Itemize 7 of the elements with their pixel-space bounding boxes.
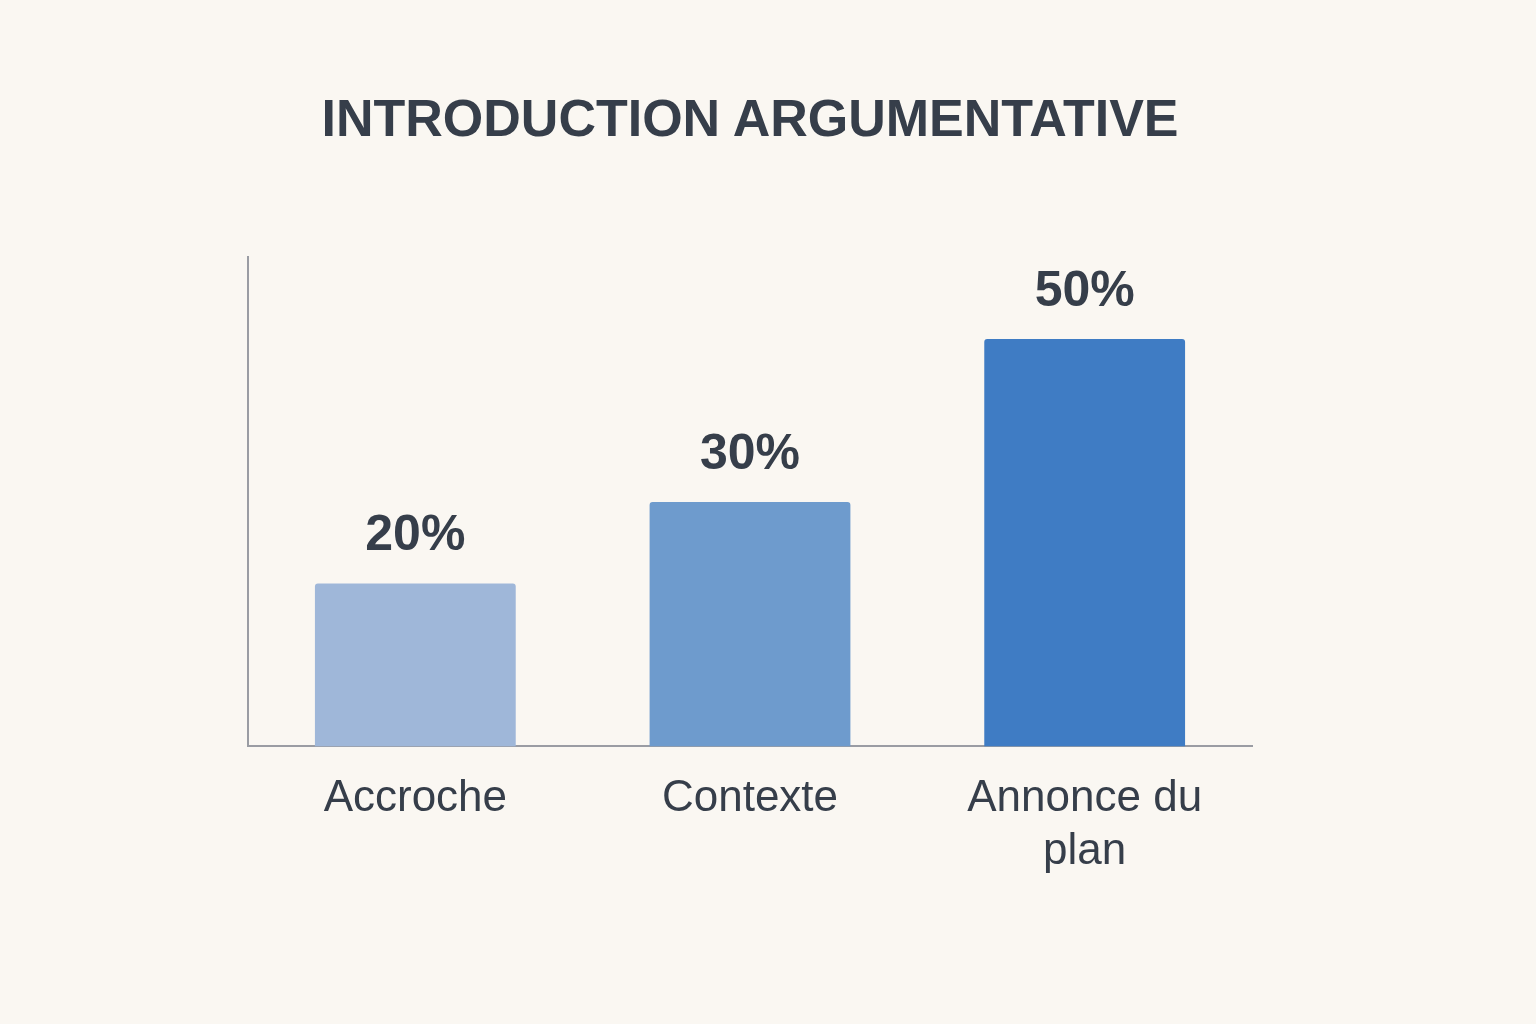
x-tick-label: Contexte [661,770,839,820]
chart-title: INTRODUCTION ARGUMENTATIVE [321,88,1179,147]
data-label: 20% [365,505,466,562]
data-label: 50% [1034,260,1135,317]
x-tick-label: Annonce du plan [967,770,1203,873]
x-tick-label: Accroche [323,770,508,820]
data-label: 30% [699,423,801,480]
